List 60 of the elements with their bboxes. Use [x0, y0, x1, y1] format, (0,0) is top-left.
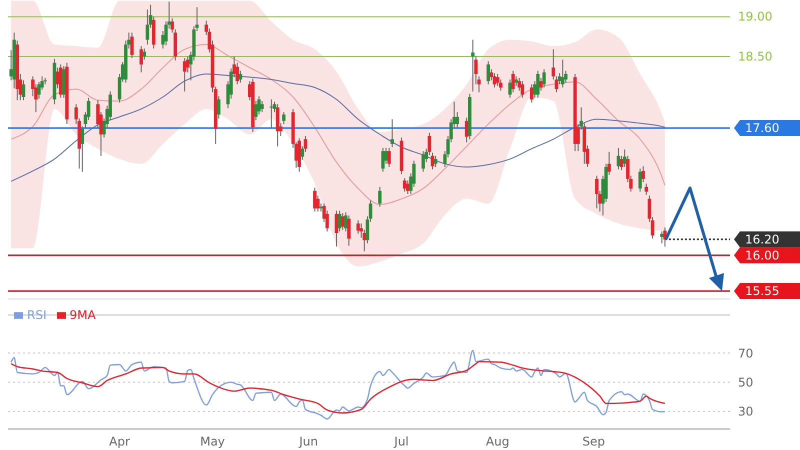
candlestick [260, 100, 264, 113]
ref-line-label: 15.55 [745, 284, 780, 298]
candlestick [486, 60, 490, 85]
candlestick [130, 32, 134, 59]
candlestick [530, 84, 534, 104]
ref-line-label: 18.50 [738, 49, 772, 64]
ref-line-label: 16.00 [745, 248, 780, 262]
x-tick-label: Jul [393, 434, 409, 449]
candlestick [142, 48, 146, 60]
candlestick [338, 210, 342, 232]
candlestick [356, 220, 360, 234]
candlestick [276, 104, 280, 147]
candlestick [456, 112, 460, 129]
candlestick [520, 80, 524, 98]
legend-label: RSI [27, 308, 46, 322]
candlestick [542, 68, 546, 88]
candlestick [387, 147, 391, 168]
candlestick [313, 187, 316, 212]
candlestick [638, 168, 642, 192]
candlestick [347, 215, 351, 246]
candlestick [217, 96, 220, 119]
candlestick [140, 46, 143, 73]
x-tick-label: Sep [582, 434, 605, 449]
legend-label: 9MA [70, 308, 96, 322]
candlestick [80, 126, 84, 172]
candlestick [402, 178, 406, 192]
ref-line-label: 19.00 [738, 10, 772, 24]
y-tick-label: 50 [738, 375, 754, 390]
candlestick [270, 98, 274, 129]
x-tick-label: Aug [486, 434, 510, 449]
candlestick [390, 118, 394, 148]
y-tick-label: 30 [738, 404, 754, 419]
candlestick [282, 112, 286, 125]
candlestick [381, 147, 385, 172]
candlestick [254, 100, 258, 121]
ref-line-label: 17.60 [745, 121, 780, 136]
candlestick [406, 180, 410, 195]
y-tick-label: 70 [738, 346, 754, 360]
candlestick [616, 147, 620, 170]
candlestick [496, 73, 500, 86]
candlestick [174, 28, 178, 61]
candlestick [146, 9, 150, 46]
candlestick [536, 70, 540, 98]
candlestick [434, 155, 438, 168]
candlestick [552, 48, 556, 80]
candlestick [316, 195, 320, 212]
candlestick [595, 175, 598, 209]
x-tick-label: Jun [298, 434, 318, 449]
candlestick [422, 150, 425, 172]
candlestick [182, 58, 186, 92]
candlestick [378, 186, 382, 208]
candlestick [238, 70, 242, 84]
ref-line-label: 16.20 [745, 232, 780, 246]
candlestick [644, 183, 648, 196]
x-tick-label: Apr [109, 434, 130, 449]
x-tick-label: May [200, 434, 225, 449]
candlestick [560, 59, 564, 88]
candlestick [514, 76, 518, 86]
candlestick [471, 39, 475, 92]
candlestick [663, 226, 667, 248]
